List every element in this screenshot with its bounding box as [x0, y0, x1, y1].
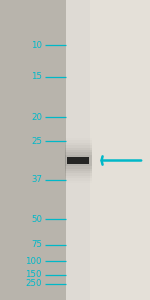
- Text: 50: 50: [31, 214, 42, 224]
- Bar: [64, 152, 92, 169]
- Bar: [90, 0, 150, 300]
- Bar: [64, 145, 92, 176]
- Text: 150: 150: [26, 270, 42, 279]
- Bar: [64, 148, 92, 173]
- Bar: [66, 0, 90, 300]
- Text: 25: 25: [31, 136, 42, 146]
- Text: 15: 15: [31, 72, 42, 81]
- Bar: [64, 155, 92, 166]
- Text: 75: 75: [31, 240, 42, 249]
- Bar: [64, 143, 92, 178]
- Text: 37: 37: [31, 176, 42, 184]
- Text: 250: 250: [26, 279, 42, 288]
- Bar: [0, 0, 66, 300]
- Bar: [0, 0, 66, 300]
- Bar: [64, 150, 92, 171]
- Text: 100: 100: [26, 256, 42, 266]
- Bar: [64, 140, 92, 181]
- Bar: [64, 138, 92, 183]
- Bar: [67, 157, 89, 164]
- Text: 10: 10: [31, 40, 42, 50]
- Text: 20: 20: [31, 112, 42, 122]
